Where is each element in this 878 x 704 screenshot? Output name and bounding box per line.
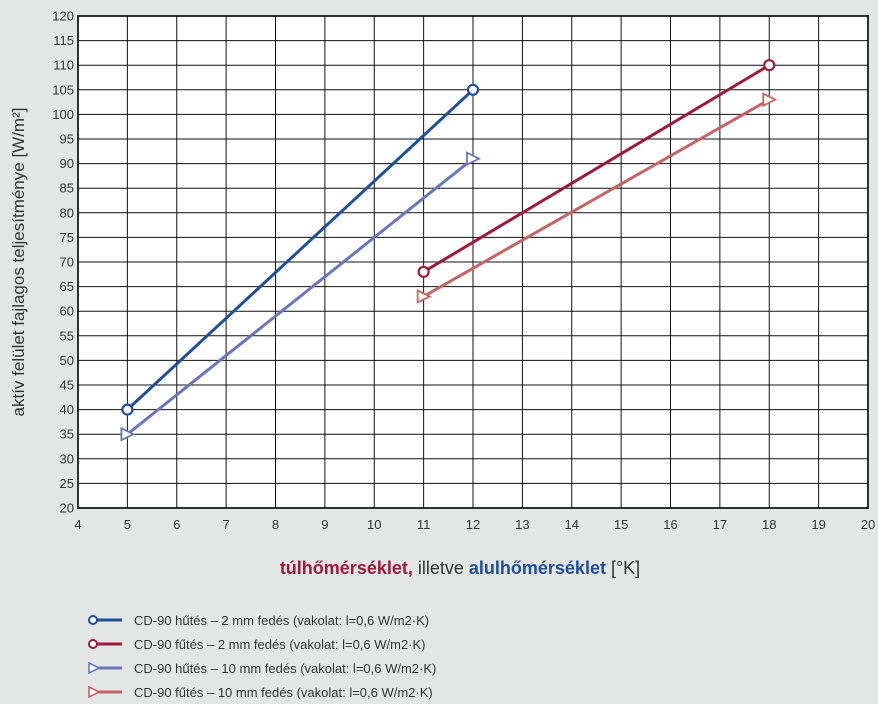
y-tick-label: 120 (52, 9, 74, 24)
x-tick-label: 5 (124, 517, 131, 532)
legend-label: CD-90 fűtés – 2 mm fedés (vakolat: l=0,6… (134, 636, 426, 652)
x-tick-label: 18 (762, 517, 776, 532)
y-tick-label: 35 (60, 427, 74, 442)
data-point (417, 265, 430, 278)
series-line-1 (126, 88, 475, 411)
x-tick-label: 12 (466, 517, 480, 532)
y-tick-label: 20 (60, 501, 74, 516)
legend-item: CD-90 fűtés – 2 mm fedés (vakolat: l=0,6… (86, 632, 436, 656)
x-tick-label: 16 (663, 517, 677, 532)
legend-marker-icon (88, 615, 122, 625)
y-tick-label: 25 (60, 476, 74, 491)
y-tick-label: 65 (60, 279, 74, 294)
series-line-3 (126, 157, 474, 436)
data-point (762, 92, 778, 108)
y-tick-label: 105 (52, 82, 74, 97)
y-tick-label: 55 (60, 328, 74, 343)
legend-label: CD-90 hűtés – 2 mm fedés (vakolat: l=0,6… (134, 612, 430, 628)
x-tick-label: 17 (713, 517, 727, 532)
plot-border (77, 15, 869, 509)
data-point (416, 288, 432, 304)
y-tick-label: 80 (60, 205, 74, 220)
y-tick-label: 75 (60, 230, 74, 245)
y-tick-label: 40 (60, 402, 74, 417)
legend-item: CD-90 fűtés – 10 mm fedés (vakolat: l=0,… (86, 680, 436, 704)
y-tick-label: 30 (60, 451, 74, 466)
x-axis-label-part: alulhőmérséklet (469, 558, 606, 578)
x-tick-label: 8 (272, 517, 279, 532)
x-tick-label: 14 (565, 517, 579, 532)
x-tick-label: 20 (861, 517, 875, 532)
y-axis-label: aktív felület fajlagos teljesítménye [W/… (9, 108, 28, 417)
x-tick-label: 7 (223, 517, 230, 532)
legend-marker-icon (88, 685, 122, 699)
series-line-2 (422, 63, 771, 274)
x-axis-label-part: [°K] (606, 558, 640, 578)
data-point (466, 151, 482, 167)
y-tick-label: 60 (60, 304, 74, 319)
x-axis-label: túlhőmérséklet, illetve alulhőmérséklet … (280, 558, 640, 578)
legend-marker-icon (88, 661, 122, 675)
legend-label: CD-90 hűtés – 10 mm fedés (vakolat: l=0,… (134, 660, 437, 676)
legend-item: CD-90 hűtés – 10 mm fedés (vakolat: l=0,… (86, 656, 436, 680)
x-tick-label: 13 (515, 517, 529, 532)
y-tick-label: 115 (53, 33, 74, 48)
y-tick-label: 50 (60, 353, 74, 368)
legend-label: CD-90 fűtés – 10 mm fedés (vakolat: l=0,… (134, 684, 433, 700)
data-point (121, 403, 134, 416)
y-tick-label: 95 (60, 132, 74, 147)
series-line-4 (422, 98, 770, 298)
y-tick-label: 90 (60, 156, 74, 171)
x-tick-label: 10 (367, 517, 381, 532)
x-tick-label: 4 (74, 517, 81, 532)
x-axis-label-part: túlhőmérséklet, (280, 558, 413, 578)
y-tick-label: 45 (60, 378, 74, 393)
legend-item: CD-90 hűtés – 2 mm fedés (vakolat: l=0,6… (86, 608, 436, 632)
data-point (120, 426, 136, 442)
x-tick-label: 19 (811, 517, 825, 532)
x-axis-label-part: illetve (413, 558, 469, 578)
y-tick-label: 70 (60, 255, 74, 270)
x-tick-label: 11 (417, 517, 431, 532)
legend-marker-icon (88, 639, 122, 649)
x-tick-label: 6 (173, 517, 180, 532)
y-tick-label: 85 (60, 181, 74, 196)
legend: CD-90 hűtés – 2 mm fedés (vakolat: l=0,6… (86, 608, 436, 704)
x-tick-label: 15 (614, 517, 628, 532)
x-tick-label: 9 (321, 517, 328, 532)
y-tick-label: 110 (53, 58, 74, 73)
data-point (763, 59, 776, 72)
y-tick-label: 100 (52, 107, 74, 122)
data-point (466, 83, 480, 96)
